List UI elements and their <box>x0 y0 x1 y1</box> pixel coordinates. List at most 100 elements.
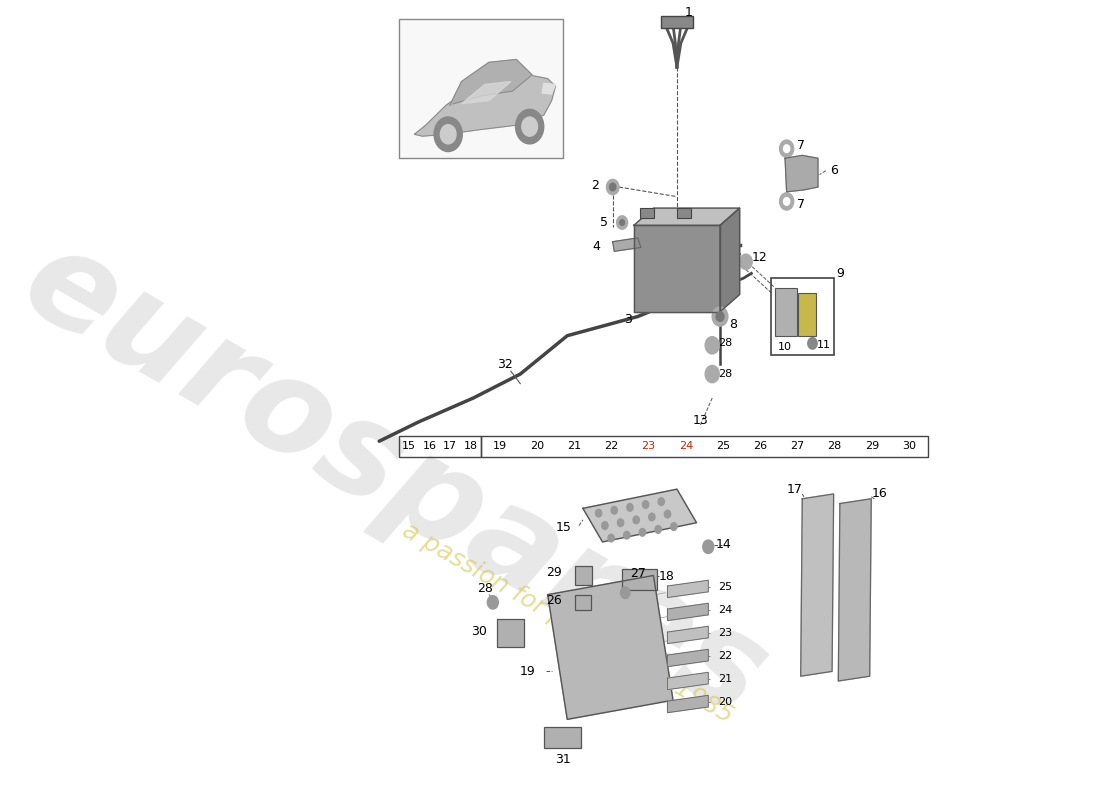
Polygon shape <box>838 498 871 681</box>
Circle shape <box>705 337 719 354</box>
Text: 24: 24 <box>718 605 733 615</box>
Bar <box>661 16 693 28</box>
Polygon shape <box>634 208 739 226</box>
Polygon shape <box>668 580 708 598</box>
Circle shape <box>780 140 794 158</box>
Polygon shape <box>668 650 708 666</box>
Text: a passion for parts since 1985: a passion for parts since 1985 <box>398 518 737 728</box>
Polygon shape <box>801 494 834 676</box>
Text: 26: 26 <box>754 442 767 451</box>
Polygon shape <box>613 238 641 251</box>
Circle shape <box>664 510 671 518</box>
Text: 22: 22 <box>718 651 733 661</box>
Text: 16: 16 <box>871 487 887 501</box>
Text: 23: 23 <box>718 628 733 638</box>
Text: 29: 29 <box>865 442 879 451</box>
Bar <box>799 293 815 336</box>
Circle shape <box>612 506 617 514</box>
Bar <box>623 569 658 590</box>
Bar <box>481 437 927 457</box>
Text: 5: 5 <box>600 216 608 229</box>
Circle shape <box>658 498 664 506</box>
Text: 24: 24 <box>679 442 693 451</box>
Bar <box>399 19 563 158</box>
Circle shape <box>620 587 630 598</box>
Bar <box>575 566 592 585</box>
Circle shape <box>649 513 654 521</box>
Text: 2: 2 <box>591 178 598 192</box>
Text: 19: 19 <box>493 442 507 451</box>
Text: 17: 17 <box>786 482 802 496</box>
Circle shape <box>703 540 714 554</box>
Circle shape <box>739 254 752 270</box>
Circle shape <box>619 220 625 226</box>
Circle shape <box>634 516 639 524</box>
Polygon shape <box>785 155 818 192</box>
Bar <box>771 278 834 355</box>
Polygon shape <box>415 75 556 136</box>
Text: 14: 14 <box>716 538 732 551</box>
Circle shape <box>716 312 724 322</box>
Text: 9: 9 <box>836 267 844 280</box>
Text: eurospares: eurospares <box>2 216 788 743</box>
Text: 32: 32 <box>497 358 513 371</box>
Bar <box>676 208 691 218</box>
Text: 12: 12 <box>751 250 767 263</box>
Text: 7: 7 <box>796 198 805 210</box>
Circle shape <box>780 193 794 210</box>
Text: 25: 25 <box>716 442 730 451</box>
Text: 18: 18 <box>464 442 477 451</box>
Polygon shape <box>668 672 708 690</box>
Text: 20: 20 <box>530 442 544 451</box>
Text: 27: 27 <box>790 442 804 451</box>
Text: 8: 8 <box>729 318 737 330</box>
Text: 15: 15 <box>556 521 571 534</box>
Circle shape <box>608 534 614 542</box>
Circle shape <box>617 519 624 526</box>
Bar <box>399 437 481 457</box>
Polygon shape <box>548 575 673 719</box>
Polygon shape <box>668 603 708 621</box>
Circle shape <box>783 145 790 153</box>
Text: 18: 18 <box>659 570 674 583</box>
Polygon shape <box>720 208 739 312</box>
Polygon shape <box>462 82 510 103</box>
Circle shape <box>434 117 462 151</box>
Text: 30: 30 <box>902 442 916 451</box>
Text: 31: 31 <box>556 753 571 766</box>
Bar <box>640 208 654 218</box>
Text: 6: 6 <box>829 164 837 178</box>
Text: 11: 11 <box>817 340 832 350</box>
Circle shape <box>606 179 619 194</box>
Text: 15: 15 <box>403 442 416 451</box>
Polygon shape <box>583 489 696 542</box>
Bar <box>497 618 525 647</box>
Polygon shape <box>450 59 532 106</box>
Circle shape <box>671 522 676 530</box>
Circle shape <box>654 526 661 534</box>
Circle shape <box>624 531 630 539</box>
Text: 7: 7 <box>796 139 805 152</box>
Text: 21: 21 <box>718 674 733 684</box>
Circle shape <box>639 529 646 536</box>
Text: 4: 4 <box>592 240 601 253</box>
Circle shape <box>617 216 628 230</box>
Bar <box>543 727 582 748</box>
Bar <box>774 288 796 336</box>
Circle shape <box>642 501 649 508</box>
Text: 10: 10 <box>778 342 792 352</box>
Text: 17: 17 <box>443 442 458 451</box>
Circle shape <box>440 125 456 144</box>
Text: 30: 30 <box>472 625 487 638</box>
Circle shape <box>783 198 790 206</box>
Circle shape <box>807 338 817 349</box>
Polygon shape <box>668 626 708 643</box>
Text: 3: 3 <box>624 313 631 326</box>
Circle shape <box>602 522 608 530</box>
Text: 22: 22 <box>604 442 618 451</box>
Text: 23: 23 <box>641 442 656 451</box>
Circle shape <box>521 117 538 136</box>
Text: 1: 1 <box>685 6 693 19</box>
Text: 28: 28 <box>718 369 733 379</box>
Polygon shape <box>542 83 556 94</box>
